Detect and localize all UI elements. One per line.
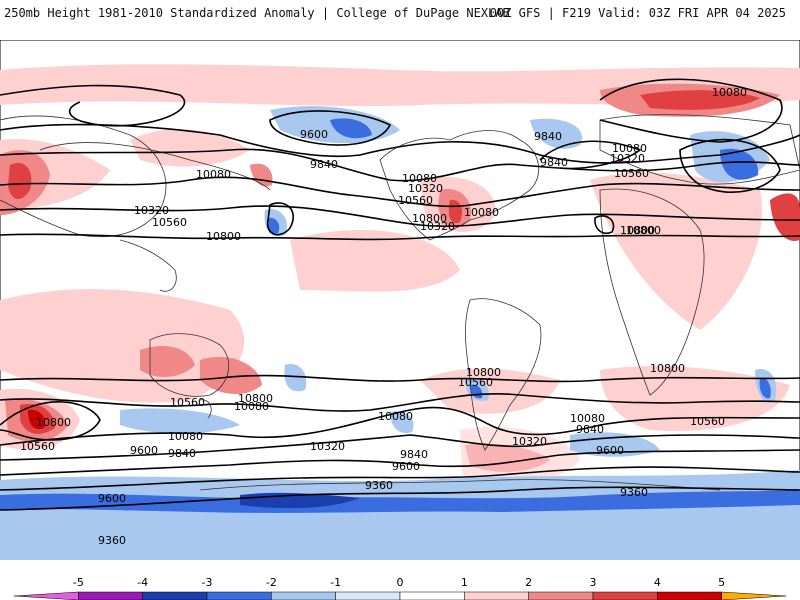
- contour-label: 10560: [170, 396, 205, 409]
- contour-label: 9600: [392, 460, 420, 473]
- colorbar-swatch: [528, 591, 594, 600]
- colorbar-tick-label: 1: [461, 576, 468, 589]
- colorbar-ticks: -5 -4 -3 -2 -1 0 1 2 3 4 5: [73, 576, 725, 589]
- contour-label: 10080: [196, 168, 231, 181]
- contour-label: 10800: [650, 362, 685, 375]
- height-contours: [0, 78, 800, 511]
- anomaly-colorbar: -5 -4 -3 -2 -1 0 1 2 3 4 5: [13, 576, 787, 600]
- contour-label: 10320: [420, 220, 455, 233]
- colorbar-tick-label: -1: [330, 576, 341, 589]
- contour-label: 10080: [168, 430, 203, 443]
- contour-label: 9840: [576, 423, 604, 436]
- contour-label: 10080: [712, 86, 747, 99]
- contour-label: 10800: [412, 212, 447, 225]
- contour-label: 9840: [400, 448, 428, 461]
- contour-label: 9360: [620, 486, 648, 499]
- contour-label: 9360: [365, 479, 393, 492]
- contour-label: 10080: [402, 172, 437, 185]
- colorbar-swatch: [399, 591, 465, 600]
- contour-label: 10320: [610, 152, 645, 165]
- contour-label: 10800: [466, 366, 501, 379]
- contour-label: 10560: [398, 194, 433, 207]
- contour-labels: 9600 9840 10080 10320 10560 10800 10080 …: [20, 86, 747, 547]
- contour-label: 10800: [36, 416, 71, 429]
- colorbar-tick-label: -4: [137, 576, 148, 589]
- map-title: 250mb Height 1981-2010 Standardized Anom…: [4, 6, 510, 20]
- colorbar-swatch: [13, 591, 79, 600]
- colorbar-tick-label: 3: [590, 576, 597, 589]
- colorbar-tick-label: 4: [654, 576, 661, 589]
- colorbar-tick-label: 2: [525, 576, 532, 589]
- run-valid-time: 00Z GFS | F219 Valid: 03Z FRI APR 04 202…: [489, 6, 786, 20]
- colorbar-swatch: [142, 591, 208, 600]
- contour-label: 10080: [464, 206, 499, 219]
- contour-label: 10800: [238, 392, 273, 405]
- colorbar-swatch: [592, 591, 658, 600]
- coastlines: [0, 114, 800, 491]
- colorbar-tick-label: -5: [73, 576, 84, 589]
- colorbar-swatch: [271, 591, 336, 600]
- contour-label: 9600: [596, 444, 624, 457]
- contour-label: 10800: [620, 224, 655, 237]
- contour-label: 10320: [310, 440, 345, 453]
- contour-label: 10800: [206, 230, 241, 243]
- colorbar-swatch: [464, 591, 529, 600]
- contour-label: 9360: [98, 534, 126, 547]
- contour-label: 10080: [612, 142, 647, 155]
- contour-label: 10800: [626, 224, 661, 237]
- contour-label: 10560: [614, 167, 649, 180]
- contour-label: 9600: [130, 444, 158, 457]
- contour-label: 9840: [310, 158, 338, 171]
- contour-label: 9840: [534, 130, 562, 143]
- contour-label: 10320: [512, 435, 547, 448]
- colorbar-tick-label: 0: [397, 576, 404, 589]
- anomaly-map: 9600 9840 10080 10320 10560 10800 10080 …: [0, 40, 800, 560]
- contour-label: 10080: [378, 410, 413, 423]
- contour-label: 10560: [458, 376, 493, 389]
- colorbar-swatch: [78, 591, 143, 600]
- contour-label: 10080: [570, 412, 605, 425]
- colorbar-swatch: [335, 591, 401, 600]
- colorbar-swatch: [206, 591, 272, 600]
- colorbar-tick-label: -2: [266, 576, 277, 589]
- colorbar-tick-label: 5: [718, 576, 725, 589]
- colorbar-swatch: [721, 591, 787, 600]
- contour-label: 10080: [234, 400, 269, 413]
- contour-label: 9600: [300, 128, 328, 141]
- colorbar-swatches: [13, 591, 787, 600]
- contour-label: 10320: [134, 204, 169, 217]
- contour-label: 10320: [408, 182, 443, 195]
- contour-label: 9840: [540, 156, 568, 169]
- contour-label: 10560: [20, 440, 55, 453]
- contour-label: 9600: [98, 492, 126, 505]
- negative-anomaly-shading: [0, 106, 800, 560]
- colorbar-tick-label: -3: [202, 576, 213, 589]
- contour-label: 10560: [152, 216, 187, 229]
- contour-label: 9840: [168, 447, 196, 460]
- colorbar-swatch: [657, 591, 722, 600]
- contour-label: 10560: [690, 415, 725, 428]
